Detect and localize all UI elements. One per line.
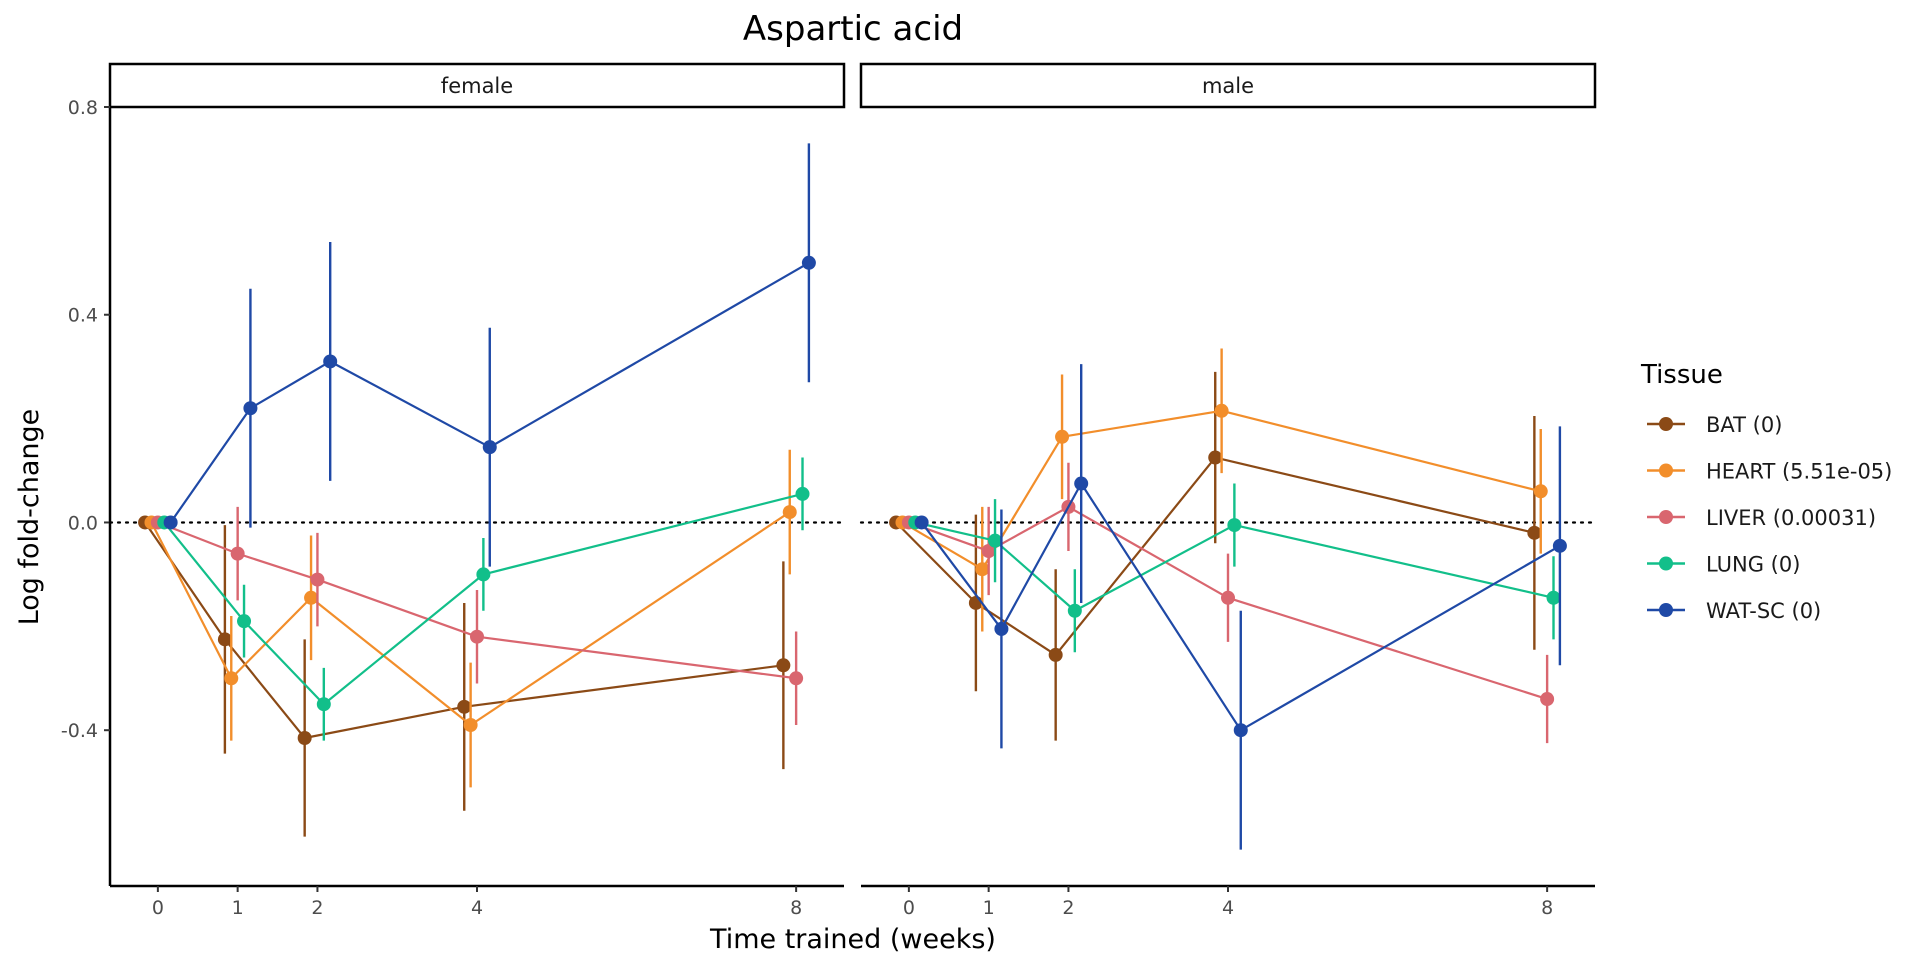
data-point	[1048, 647, 1063, 662]
data-point	[994, 621, 1009, 636]
series-bat	[138, 515, 791, 837]
panels-layer: female -0.4 0.0 0.4 0.8 0 1 2 4 8 male 0 1 2 4 8	[61, 62, 1597, 919]
data-point	[981, 544, 996, 559]
y-tick-label: 0.8	[68, 97, 98, 119]
data-point	[1055, 429, 1070, 444]
panel-male: male 0 1 2 4 8	[859, 62, 1597, 919]
chart-title: Aspartic acid	[743, 9, 963, 49]
data-point	[1074, 476, 1089, 491]
x-tick-label: 2	[311, 897, 323, 919]
legend-key-point	[1659, 556, 1673, 571]
data-point	[1067, 603, 1082, 618]
x-tick-label: 1	[983, 897, 995, 919]
legend-key-point	[1659, 463, 1673, 478]
x-tick-label: 0	[152, 897, 164, 919]
data-point	[224, 671, 239, 686]
data-point	[237, 614, 252, 629]
data-point	[463, 718, 478, 733]
data-point	[782, 505, 797, 520]
legend-label: BAT (0)	[1706, 413, 1782, 437]
series-lung	[908, 483, 1561, 653]
series-lung	[157, 457, 810, 741]
series-wat-sc	[163, 143, 816, 567]
legend-key-point	[1659, 417, 1673, 431]
data-point	[297, 730, 312, 745]
legend-item-liver: LIVER (0.00031)	[1647, 506, 1876, 530]
data-point	[163, 515, 178, 530]
legend-label: LIVER (0.00031)	[1706, 506, 1876, 530]
y-tick-label: 0.0	[68, 512, 98, 534]
legend-item-wat-sc: WAT-SC (0)	[1647, 599, 1821, 623]
strip-label-female: female	[441, 74, 513, 98]
data-point	[1540, 692, 1555, 707]
x-tick-label: 4	[1222, 897, 1234, 919]
legend-item-bat: BAT (0)	[1647, 413, 1782, 437]
data-point	[457, 699, 472, 714]
data-point	[1233, 723, 1248, 738]
data-point	[801, 255, 816, 270]
strip-male	[859, 62, 1597, 109]
y-tick-label: -0.4	[61, 720, 98, 742]
x-tick-label: 0	[903, 897, 915, 919]
data-point	[1208, 450, 1223, 465]
data-point	[789, 671, 804, 686]
legend-title: Tissue	[1640, 360, 1723, 390]
data-point	[975, 562, 990, 577]
x-tick-label: 2	[1062, 897, 1074, 919]
data-point	[1214, 403, 1229, 418]
legend-label: WAT-SC (0)	[1706, 599, 1821, 623]
series-bat	[889, 371, 1542, 741]
data-point	[243, 401, 258, 416]
data-point	[217, 632, 232, 647]
data-point	[1227, 518, 1242, 533]
y-axis-title: Log fold-change	[14, 409, 45, 626]
legend-key-point	[1659, 603, 1673, 617]
data-point	[1546, 590, 1561, 605]
legend-item-lung: LUNG (0)	[1647, 553, 1800, 577]
data-point	[476, 567, 491, 582]
data-point	[1221, 590, 1235, 605]
data-point	[776, 658, 791, 673]
x-tick-label: 1	[232, 897, 244, 919]
data-point	[988, 533, 1003, 548]
panel-female: female -0.4 0.0 0.4 0.8 0 1 2 4 8	[61, 62, 846, 919]
series-liver	[150, 506, 804, 726]
data-point	[482, 440, 497, 455]
data-point	[914, 515, 929, 530]
x-tick-label: 8	[790, 897, 802, 919]
series-liver	[901, 462, 1555, 744]
legend: BAT (0) HEART (5.51e-05) LIVER (0.00031) LU…	[1647, 413, 1892, 623]
y-tick-label: 0.4	[68, 305, 98, 327]
strip-label-male: male	[1202, 74, 1254, 98]
series-heart	[895, 348, 1548, 632]
legend-label: LUNG (0)	[1706, 553, 1800, 577]
series-wat-sc	[914, 364, 1567, 850]
x-axis-title: Time trained (weeks)	[709, 924, 996, 955]
legend-label: HEART (5.51e-05)	[1706, 460, 1892, 484]
strip-female	[108, 62, 846, 109]
data-point	[1527, 525, 1542, 540]
data-point	[1552, 538, 1567, 553]
data-point	[304, 590, 319, 605]
data-point	[323, 354, 338, 369]
legend-item-heart: HEART (5.51e-05)	[1647, 460, 1892, 484]
data-point	[470, 629, 484, 644]
data-point	[795, 486, 810, 501]
data-point	[316, 697, 331, 712]
data-point	[310, 572, 325, 587]
x-tick-label: 8	[1541, 897, 1553, 919]
data-point	[1533, 484, 1548, 499]
x-tick-label: 4	[471, 897, 483, 919]
legend-key-point	[1659, 510, 1673, 524]
data-point	[230, 546, 245, 561]
